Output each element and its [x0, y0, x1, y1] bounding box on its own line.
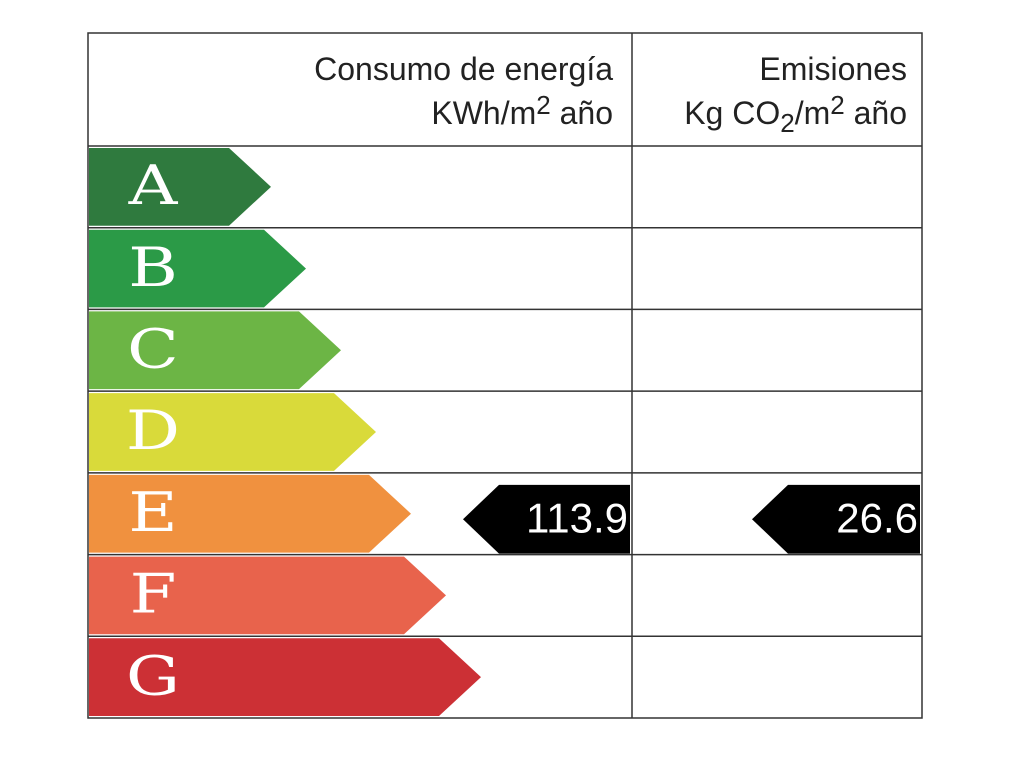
unit-part: KWh/m: [431, 95, 536, 131]
grade-letter: G: [126, 645, 180, 708]
table-frame: [87, 32, 923, 719]
value-label: 113.9: [526, 494, 628, 541]
grade-arrow: [89, 148, 271, 226]
grade-letter: A: [128, 155, 179, 218]
unit-sub: 2: [780, 108, 794, 138]
grade-letter: B: [128, 236, 178, 299]
energy-title: Consumo de energía: [314, 51, 613, 87]
grade-arrow: [89, 474, 411, 553]
emissions-unit: Kg CO2/m2 año: [684, 90, 907, 138]
unit-part: año: [845, 95, 907, 131]
value-arrow: [463, 484, 630, 554]
grade-arrow: [89, 393, 376, 471]
energy-unit: KWh/m2 año: [431, 90, 613, 131]
grade-arrow: [89, 638, 481, 716]
grade-arrow: [89, 311, 341, 390]
grade-arrow: [89, 556, 446, 635]
grade-letter: F: [130, 563, 177, 626]
unit-part: Kg CO: [684, 95, 780, 131]
grade-letter: C: [127, 318, 179, 381]
emissions-title: Emisiones: [759, 51, 907, 87]
grade-letter: D: [126, 400, 180, 463]
grade-letter: E: [128, 481, 177, 544]
unit-sup: 2: [830, 90, 844, 120]
unit-sup: 2: [536, 90, 550, 120]
unit-part: /m: [795, 95, 831, 131]
unit-part: año: [551, 95, 613, 131]
grade-arrow: [89, 229, 306, 308]
value-arrow: [752, 484, 920, 554]
value-label: 26.6: [836, 494, 918, 541]
